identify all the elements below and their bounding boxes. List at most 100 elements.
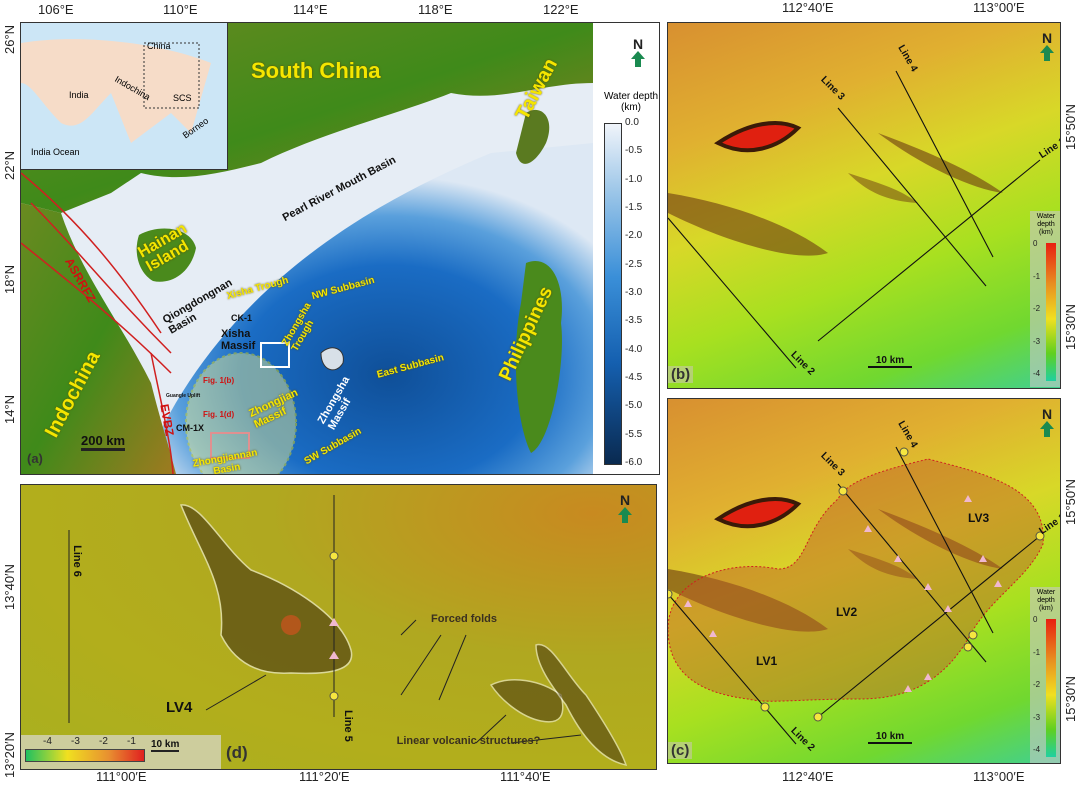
line-4 [895,446,994,634]
legend-box: -4 -3 -2 -1 10 km [21,735,221,769]
lon-tick: 111°00′E [96,769,147,784]
colorbar-tick: -4 [43,736,52,747]
colorbar-tick: -1 [127,736,136,747]
lon-tick: 106°E [38,2,74,17]
colorbar-tick: -2 [1033,680,1041,689]
line-3 [837,107,987,287]
colorbar-tick: -3 [1033,712,1041,722]
line-3 [837,483,987,663]
lat-tick: 22°N [2,150,17,180]
colorbar-title: Water depth (km) [1036,213,1056,236]
star-marker [963,642,973,652]
lat-tick: 15°50′N [1063,479,1078,525]
colorbar-tick: -1 [1033,647,1041,657]
lon-tick: 118°E [418,2,453,17]
triangle-marker [924,583,932,590]
panel-b: Line 1 Line 2 Line 3 Line 4 10 km (b) N … [667,22,1061,389]
colorbar-tick: -5.5 [625,428,643,440]
colorbar-tick: -3.0 [625,287,643,298]
panel-label: (c) [668,742,693,759]
detail-map [668,446,1045,745]
colorbar-tick: -2 [1033,304,1041,313]
line-label: Line 5 [342,710,354,742]
lon-tick: 114°E [293,2,328,17]
colorbar-tick: -3 [1033,336,1041,346]
feature-label: LV2 [836,605,858,619]
volcanic-zone-outline [668,458,1044,702]
star-marker [813,712,823,722]
colorbar-title: Water depth (km) [1036,589,1056,612]
line-1 [817,159,1041,342]
north-arrow: N [613,493,637,528]
star-marker [968,630,978,640]
scale-bar: 200 km [81,433,126,451]
colorbar-tick: 0 [1033,239,1038,248]
colorbar-tick: -1.5 [625,202,643,213]
place-label: Guangle Uplift [166,393,201,399]
triangle-marker [904,685,912,692]
scale-bar: 10 km [151,739,180,752]
lat-tick: 18°N [2,264,17,294]
colorbar-box: Water depth (km) 0 -1 -2 -3 -4 [1030,211,1060,387]
colorbar-ticks: 0.0 -0.5 -1.0 -1.5 -2.0 -2.5 -3.0 -3.5 -4.0 -4.5 -… [625,117,659,468]
panel-a: China India Indochina SCS Borneo India O… [20,22,660,475]
triangle-marker [924,673,932,680]
colorbar-tick: -1.0 [625,173,643,185]
north-arrow-icon [618,507,632,523]
north-label: N [619,492,631,508]
triangle-marker [979,555,987,562]
lat-tick: 14°N [2,394,17,424]
colorbar-tick: 0.0 [625,117,639,128]
feature-label: LV3 [968,511,990,525]
lat-tick: 15°30′N [1063,304,1078,350]
star-marker [760,702,770,712]
feature-label: LV1 [756,654,778,668]
north-arrow: N [626,37,650,72]
panel-label: (b) [668,366,694,383]
colorbar-tick: -1 [1033,271,1041,281]
detail-map [668,70,1041,369]
fault-lines [21,172,174,474]
inset-label: India [69,90,89,100]
colorbar-tick: 0 [1033,615,1038,624]
colorbar [1046,243,1056,381]
colorbar-tick: -4.5 [625,372,643,383]
lon-tick: 122°E [543,2,579,17]
line-4 [895,70,994,258]
colorbar-tick: -4 [1033,745,1041,754]
colorbar-tick: -0.5 [625,145,643,157]
inset-map: China India Indochina SCS Borneo India O… [21,23,228,170]
place-label: Xisha Massif [221,328,256,352]
lat-tick: 15°50′N [1063,104,1078,150]
panel-d: Line 6 Line 5 LV4 Forced folds Linear vo… [20,484,657,770]
lat-tick: 15°30′N [1063,676,1078,722]
inset-label: China [147,41,171,51]
figure-ref: Fig. 1(d) [203,410,235,419]
lon-tick: 110°E [163,2,198,17]
fig1b-box [260,342,290,368]
colorbar-tick: -5.0 [625,400,643,412]
lon-tick: 113°00′E [973,769,1025,784]
scale-bar: 10 km [868,731,912,744]
star-marker [838,486,848,496]
colorbar [1046,619,1056,757]
colorbar-box: Water depth (km) 0 -1 -2 -3 -4 [1030,587,1060,763]
colorbar-title: Water depth (km) [603,91,659,113]
lon-tick: 113°00′E [973,0,1025,15]
colorbar [25,749,145,762]
north-arrow: N [1035,407,1059,442]
triangle-marker [994,580,1002,587]
lon-tick: 112°40′E [782,769,834,784]
lat-tick: 13°40′N [2,564,17,610]
scale-bar: 10 km [868,355,912,368]
feature-label: Linear volcanic structures? [396,735,541,747]
north-arrow-icon [631,51,645,67]
star-marker [1035,531,1045,541]
colorbar-tick: -2 [99,736,108,747]
triangle-marker [864,525,872,532]
place-label: South China [251,58,381,83]
detail-map-d [68,495,628,766]
north-arrow-icon [1040,421,1054,437]
lat-tick: 26°N [2,24,17,54]
